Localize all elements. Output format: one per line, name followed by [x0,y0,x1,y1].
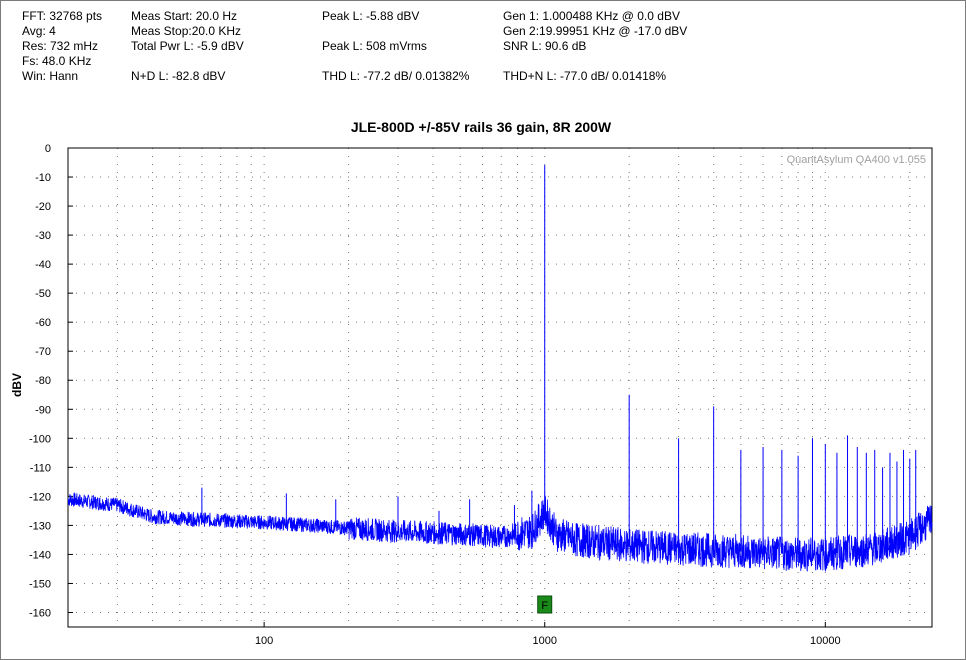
y-tick-label: -70 [35,346,51,358]
fft-points: FFT: 32768 pts [22,9,103,23]
plot-area [67,147,933,628]
marker-label: F [541,600,548,612]
y-tick-label: -140 [29,549,51,561]
total-power: Total Pwr L: -5.9 dBV [131,39,244,53]
y-tick-label: -150 [29,578,51,590]
sample-rate: Fs: 48.0 KHz [22,54,92,68]
y-tick-label: -130 [29,520,51,532]
plot-border [67,147,933,628]
generator-1: Gen 1: 1.000488 KHz @ 0.0 dBV [503,9,680,23]
peak-level: Peak L: -5.88 dBV [322,9,420,23]
chart-title: JLE-800D +/-85V rails 36 gain, 8R 200W [351,119,612,135]
meas-stop: Meas Stop:20.0 KHz [131,24,242,38]
frequency-marker[interactable]: F [537,595,553,614]
x-tick-label: 1000 [532,635,556,647]
peak-rms: Peak L: 508 mVrms [322,39,427,53]
resolution: Res: 732 mHz [22,39,99,53]
thdn-value: THD+N L: -77.0 dB/ 0.01418% [503,69,667,83]
y-tick-label: -110 [30,462,51,474]
y-axis: 0 -10 -20 -30 -40 -50 -60 -70 -80 -90 -100 -110 -120… [29,143,73,619]
window-function: Win: Hann [22,69,79,83]
thd-value: THD L: -77.2 dB/ 0.01382% [322,69,470,83]
y-tick-label: -160 [29,607,51,619]
marker-box [537,595,553,614]
y-tick-label: -50 [35,288,51,300]
watermark: QuantAsylum QA400 v1.055 [787,154,926,166]
y-tick-label: -40 [35,259,51,271]
x-tick-label: 100 [255,635,273,647]
meas-start: Meas Start: 20.0 Hz [131,9,238,23]
spectrum-series [67,165,933,572]
generator-2: Gen 2:19.99951 KHz @ -17.0 dBV [503,24,688,38]
y-tick-label: -90 [35,404,51,416]
snr-value: SNR L: 90.6 dB [503,39,587,53]
y-tick-label: -60 [35,317,51,329]
y-tick-label: -30 [35,230,51,242]
y-tick-label: -100 [29,433,51,445]
y-tick-label: 0 [45,143,51,155]
averages: Avg: 4 [22,24,56,38]
y-tick-label: -20 [35,201,51,213]
y-tick-label: -120 [29,491,51,503]
y-tick-label: -80 [35,375,51,387]
x-axis: 100 1000 10000 [255,622,841,647]
noise-floor-trace [67,492,933,572]
noise-distortion: N+D L: -82.8 dBV [131,69,226,83]
x-tick-label: 10000 [810,635,841,647]
y-axis-label: dBV [10,373,24,397]
y-tick-label: -10 [35,172,51,184]
